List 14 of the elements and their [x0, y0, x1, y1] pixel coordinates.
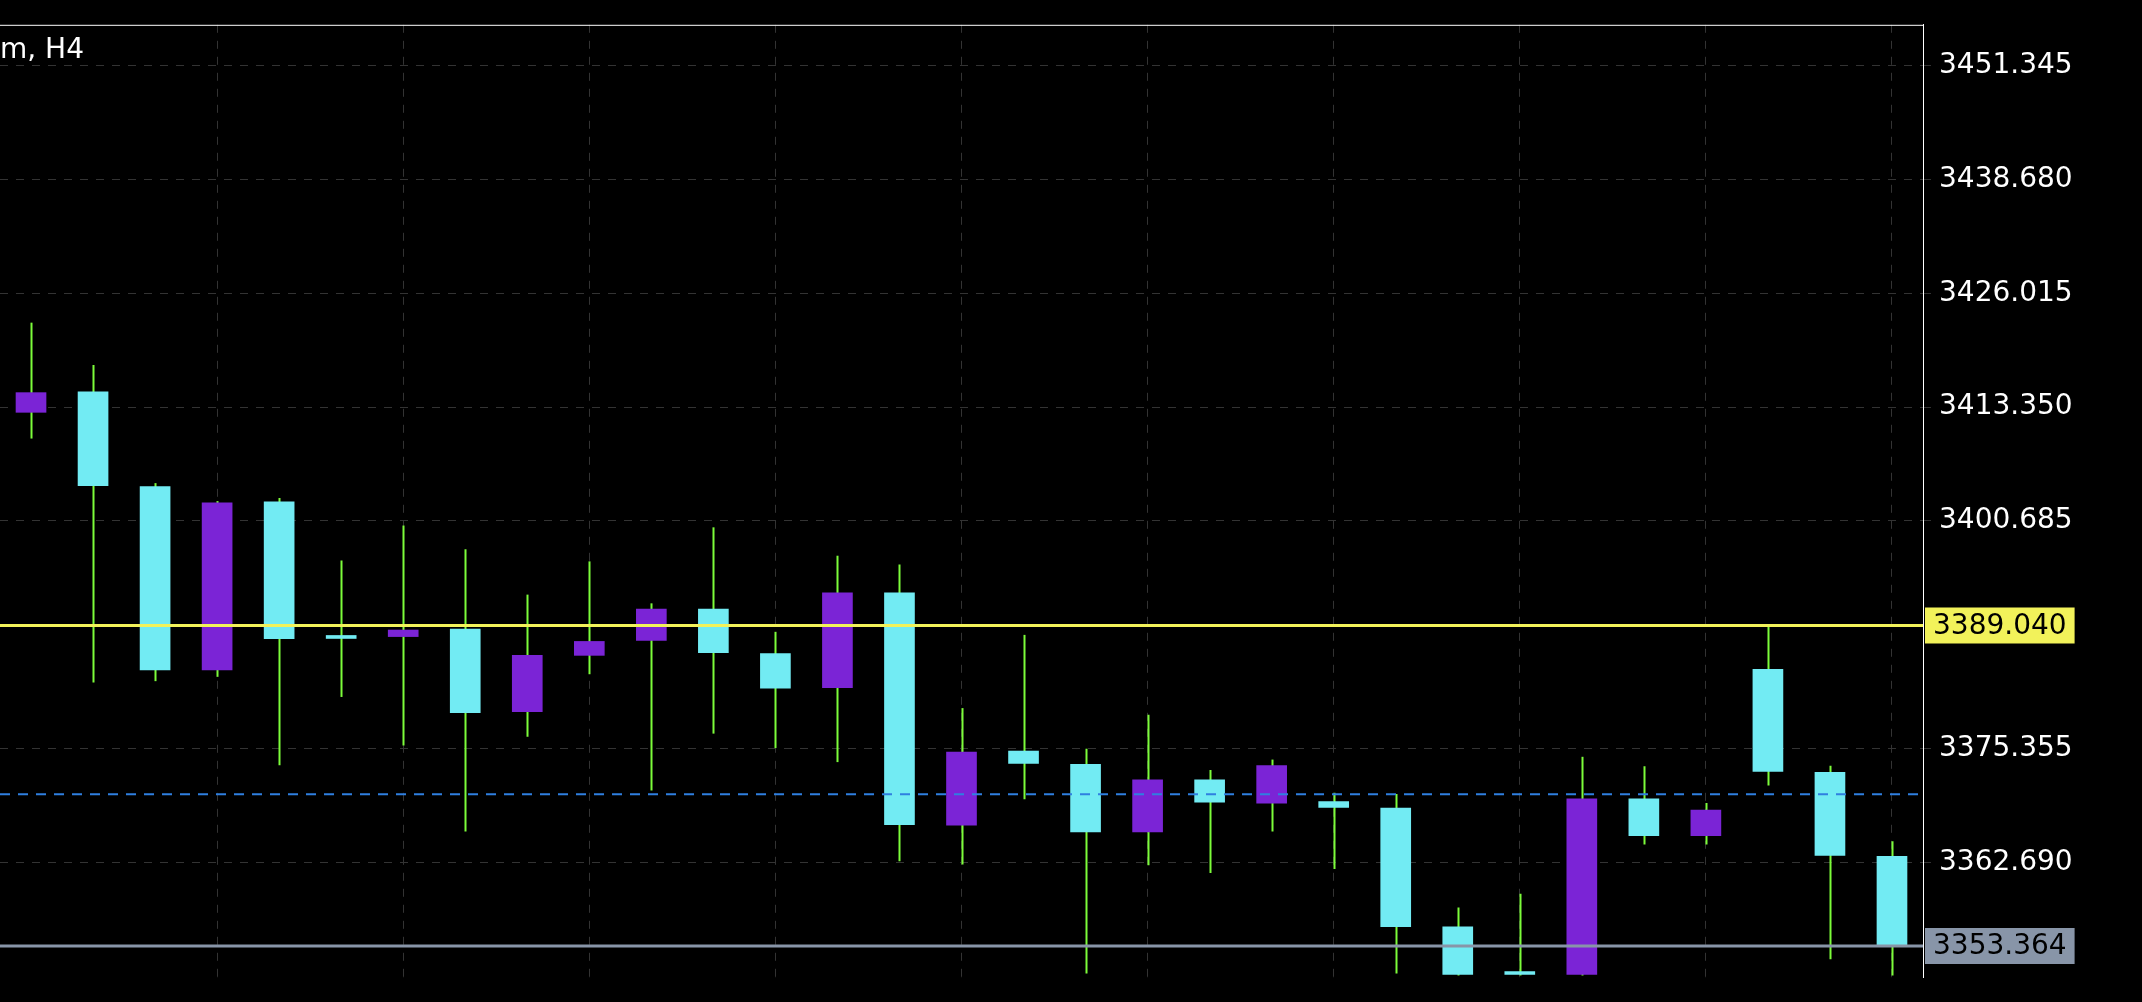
chart-title: m, H4	[0, 32, 84, 65]
candlestick	[387, 524, 419, 747]
ref-line-label: 3353.364	[1933, 928, 2067, 962]
candlestick	[325, 559, 357, 698]
y-tick-label: 3438.680	[1939, 160, 2073, 194]
y-tick-label: 3362.690	[1939, 843, 2073, 877]
y-tick-label: 3426.015	[1939, 274, 2073, 308]
candlestick	[573, 560, 605, 676]
candlestick	[1008, 633, 1039, 801]
ref-line-label: 3389.040	[1933, 607, 2067, 641]
y-tick-label: 3413.350	[1939, 388, 2073, 422]
y-tick-label: 3400.685	[1939, 502, 2073, 536]
y-tick-label: 3451.345	[1939, 47, 2073, 81]
y-tick-label: 3375.355	[1939, 729, 2073, 763]
